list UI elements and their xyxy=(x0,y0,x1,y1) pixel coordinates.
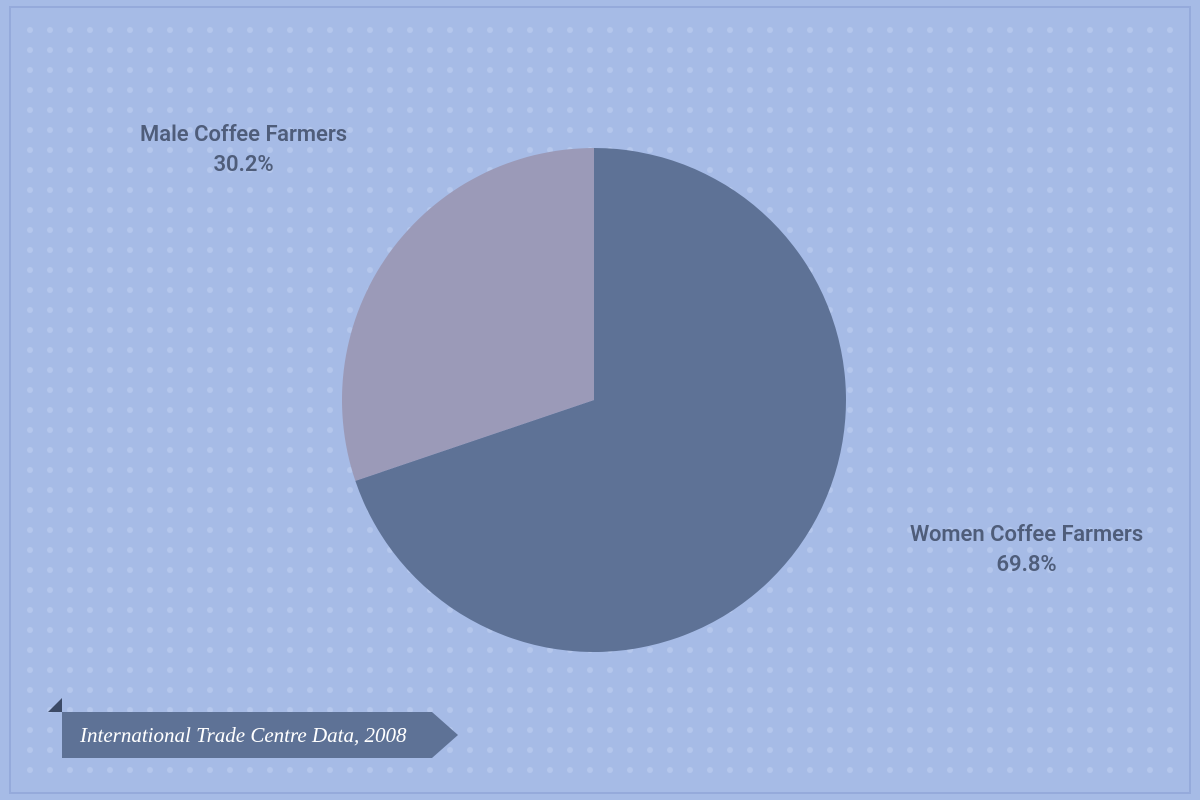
ribbon-fold-notch xyxy=(48,698,62,712)
label-women: Women Coffee Farmers 69.8% xyxy=(910,520,1143,579)
chart-canvas: Male Coffee Farmers 30.2% Women Coffee F… xyxy=(0,0,1200,800)
label-male: Male Coffee Farmers 30.2% xyxy=(140,120,347,179)
label-male-text: Male Coffee Farmers xyxy=(140,120,347,150)
label-male-value: 30.2% xyxy=(140,150,347,180)
source-ribbon-text: International Trade Centre Data, 2008 xyxy=(80,723,406,748)
label-women-value: 69.8% xyxy=(910,550,1143,580)
source-ribbon: International Trade Centre Data, 2008 xyxy=(62,712,458,758)
pie-svg xyxy=(342,148,846,652)
label-women-text: Women Coffee Farmers xyxy=(910,520,1143,550)
pie-chart xyxy=(342,148,846,652)
